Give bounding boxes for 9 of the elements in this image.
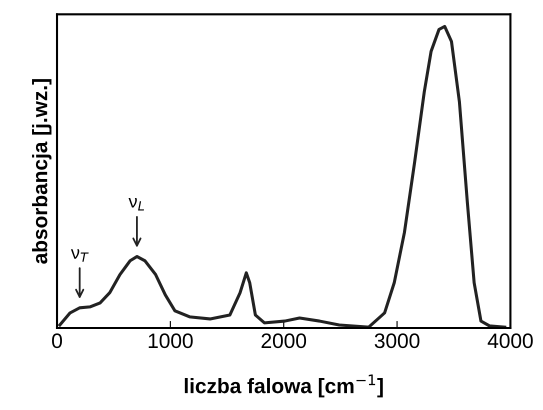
x-tick-label: 0 — [52, 333, 62, 348]
x-axis-title: liczba falowa [cm$^{−1}$] — [184, 374, 383, 398]
x-tick-label: 4000 — [488, 333, 533, 348]
x-tick-label: 2000 — [262, 333, 306, 348]
x-tick-label: 1000 — [148, 333, 193, 348]
y-axis-title: absorbancja [j.wz.] — [32, 79, 52, 264]
x-tick-label: 3000 — [374, 333, 420, 348]
annotation: ν$_{T}$ — [70, 249, 89, 262]
annotation: ν$_{L}$ — [128, 198, 144, 210]
